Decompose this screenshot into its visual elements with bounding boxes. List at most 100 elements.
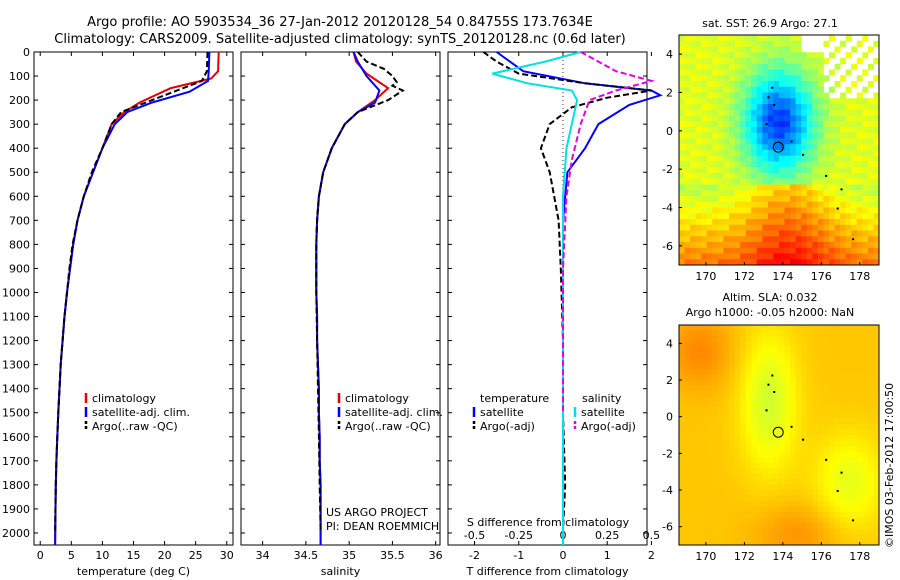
heatmap-cell xyxy=(845,446,852,452)
heatmap-cell xyxy=(712,46,719,53)
heatmap-cell xyxy=(734,396,741,403)
heatmap-cell xyxy=(734,247,741,254)
heatmap-cell xyxy=(767,539,774,546)
heatmap-cell xyxy=(695,132,702,139)
heatmap-cell xyxy=(801,424,808,430)
heatmap-cell xyxy=(740,374,747,381)
heatmap-cell xyxy=(812,184,819,191)
heatmap-cell xyxy=(695,435,702,441)
heatmap-cell xyxy=(679,58,685,65)
heatmap-cell xyxy=(729,539,735,546)
heatmap-cell xyxy=(762,242,769,249)
heatmap-cell xyxy=(701,150,708,157)
heatmap-cell xyxy=(684,236,691,243)
heatmap-cell xyxy=(873,336,880,342)
heatmap-cell xyxy=(740,115,747,122)
heatmap-cell xyxy=(684,479,691,485)
heatmap-cell xyxy=(740,539,747,546)
heatmap-cell xyxy=(856,150,863,157)
heatmap-cell xyxy=(851,495,858,502)
heatmap-cell xyxy=(779,196,785,203)
heatmap-cell xyxy=(806,115,813,122)
heatmap-cell xyxy=(812,150,819,157)
heatmap-cell xyxy=(762,144,769,151)
heatmap-cell xyxy=(717,213,724,220)
heatmap-cell xyxy=(812,325,819,331)
heatmap-cell xyxy=(729,506,735,513)
heatmap-cell xyxy=(751,35,758,42)
heatmap-cell xyxy=(734,347,741,353)
heatmap-cell xyxy=(751,451,758,458)
heatmap-cell xyxy=(712,534,719,540)
heatmap-cell xyxy=(762,167,769,174)
heatmap-cell xyxy=(767,46,774,53)
heatmap-cell xyxy=(845,138,852,145)
heatmap-cell xyxy=(851,242,858,249)
heatmap-cell xyxy=(695,52,702,59)
heatmap-cell xyxy=(679,374,685,381)
heatmap-cell xyxy=(795,363,802,370)
heatmap-cell xyxy=(790,121,797,128)
heatmap-cell xyxy=(695,58,702,65)
heatmap-cell xyxy=(806,446,813,452)
heatmap-cell xyxy=(806,98,813,105)
heatmap-cell xyxy=(851,132,858,139)
heatmap-cell xyxy=(834,462,841,469)
heatmap-cell xyxy=(784,534,791,540)
heatmap-cell xyxy=(717,341,724,348)
heatmap-cell xyxy=(834,196,841,203)
heatmap-cell xyxy=(756,138,763,145)
heatmap-cell xyxy=(762,341,769,348)
heatmap-cell xyxy=(745,213,752,220)
heatmap-cell xyxy=(717,52,724,59)
heatmap-cell xyxy=(845,484,852,491)
heatmap-cell xyxy=(806,479,813,485)
heatmap-cell xyxy=(712,413,719,419)
heatmap-cell xyxy=(751,490,758,496)
heatmap-cell xyxy=(679,363,685,370)
heatmap-cell xyxy=(856,385,863,392)
heatmap-cell xyxy=(723,391,730,397)
heatmap-cell xyxy=(679,35,685,42)
heatmap-cell xyxy=(806,190,813,197)
legend-sal-satellite-label: satellite xyxy=(581,406,625,419)
heatmap-cell xyxy=(873,484,880,491)
heatmap-cell xyxy=(701,374,708,381)
heatmap-cell xyxy=(690,380,697,386)
heatmap-cell xyxy=(823,236,830,243)
heatmap-cell xyxy=(717,451,724,458)
heatmap-cell xyxy=(695,213,702,220)
heatmap-cell xyxy=(856,501,863,507)
heatmap-cell xyxy=(779,230,785,237)
heatmap-cell xyxy=(779,178,785,185)
heatmap-cell xyxy=(867,336,874,342)
heatmap-cell xyxy=(845,534,852,540)
heatmap-cell xyxy=(745,69,752,76)
heatmap-cell xyxy=(723,247,730,254)
y-tick-label: 1300 xyxy=(2,359,30,372)
heatmap-cell xyxy=(834,219,841,226)
heatmap-cell xyxy=(723,418,730,425)
heatmap-cell xyxy=(795,341,802,348)
heatmap-cell xyxy=(779,347,785,353)
heatmap-cell xyxy=(856,347,863,353)
heatmap-cell xyxy=(695,46,702,53)
heatmap-cell xyxy=(684,35,691,42)
heatmap-cell xyxy=(856,402,863,408)
heatmap-cell xyxy=(873,490,880,496)
heatmap-cell xyxy=(795,178,802,185)
x-tick-label: 0 xyxy=(37,549,44,562)
heatmap-cell xyxy=(767,253,774,260)
heatmap-cell xyxy=(756,369,763,375)
heatmap-cell xyxy=(712,407,719,414)
heatmap-cell xyxy=(834,155,841,162)
heatmap-cell xyxy=(717,495,724,502)
heatmap-cell xyxy=(851,109,858,116)
heatmap-cell xyxy=(801,501,808,507)
heatmap-cell xyxy=(867,236,874,243)
heatmap-cell xyxy=(856,40,863,47)
heatmap-cell xyxy=(867,144,874,151)
heatmap-cell xyxy=(840,230,847,237)
heatmap-cell xyxy=(717,155,724,162)
heatmap-cell xyxy=(767,207,774,214)
